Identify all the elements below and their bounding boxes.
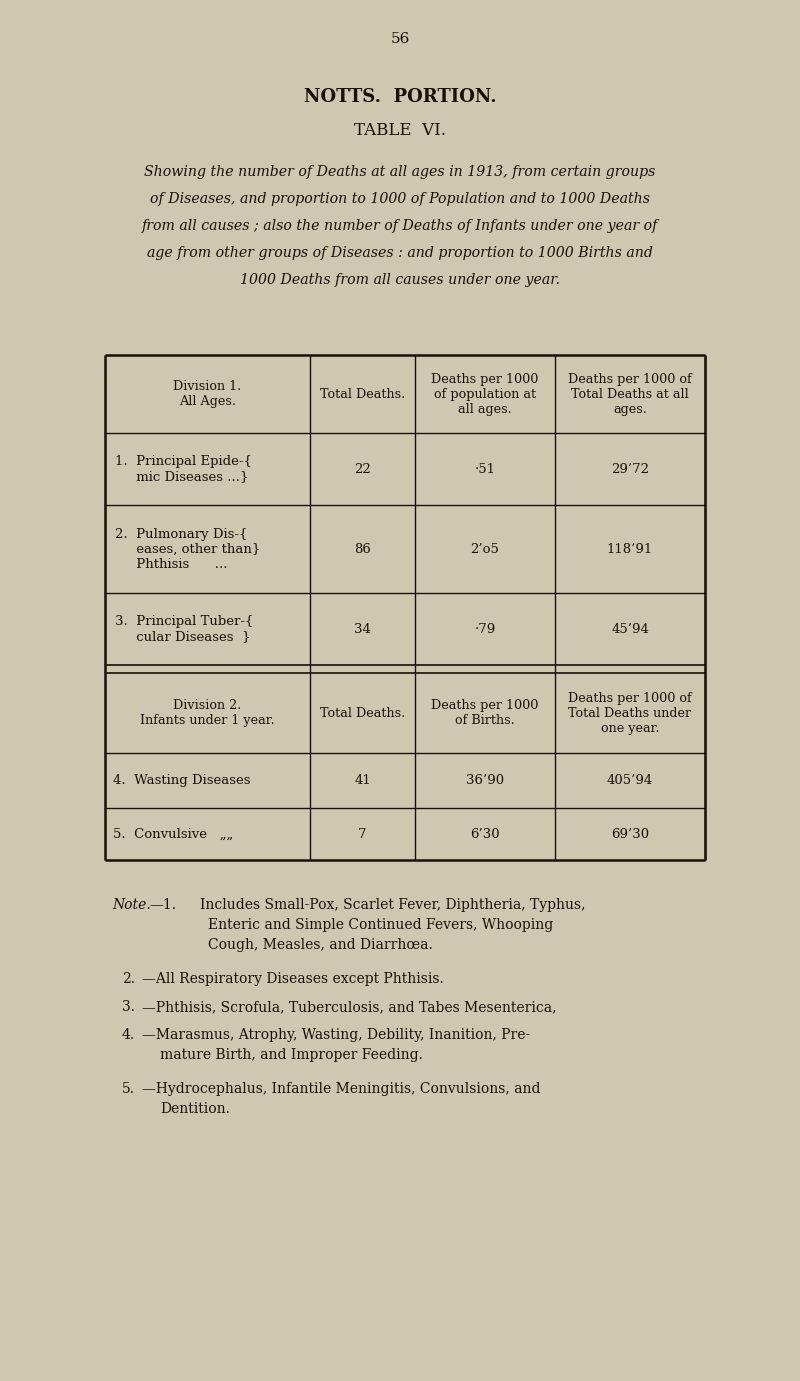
Text: Cough, Measles, and Diarrhœa.: Cough, Measles, and Diarrhœa. bbox=[208, 938, 433, 952]
Text: Includes Small-Pox, Scarlet Fever, Diphtheria, Typhus,: Includes Small-Pox, Scarlet Fever, Dipht… bbox=[200, 898, 586, 911]
Text: 5.: 5. bbox=[122, 1081, 135, 1097]
Text: Deaths per 1000 of
Total Deaths at all
ages.: Deaths per 1000 of Total Deaths at all a… bbox=[568, 373, 692, 416]
Text: 5.  Convulsive   „„: 5. Convulsive „„ bbox=[113, 827, 234, 841]
Text: 22: 22 bbox=[354, 463, 371, 475]
Text: 45’94: 45’94 bbox=[611, 623, 649, 635]
Text: Enteric and Simple Continued Fevers, Whooping: Enteric and Simple Continued Fevers, Who… bbox=[208, 918, 554, 932]
Text: 118’91: 118’91 bbox=[607, 543, 653, 555]
Text: —All Respiratory Diseases except Phthisis.: —All Respiratory Diseases except Phthisi… bbox=[142, 972, 444, 986]
Text: —1.: —1. bbox=[149, 898, 176, 911]
Text: 2.: 2. bbox=[122, 972, 135, 986]
Text: Deaths per 1000 of
Total Deaths under
one year.: Deaths per 1000 of Total Deaths under on… bbox=[568, 692, 692, 735]
Text: Deaths per 1000
of population at
all ages.: Deaths per 1000 of population at all age… bbox=[431, 373, 538, 416]
Text: 3.  Principal Tuber-{
     cular Diseases  }: 3. Principal Tuber-{ cular Diseases } bbox=[115, 615, 254, 644]
Text: 7: 7 bbox=[358, 827, 366, 841]
Text: 4.  Wasting Diseases: 4. Wasting Diseases bbox=[113, 773, 250, 787]
Text: Division 1.
All Ages.: Division 1. All Ages. bbox=[174, 380, 242, 407]
Text: 3.: 3. bbox=[122, 1000, 135, 1014]
Text: 29’72: 29’72 bbox=[611, 463, 649, 475]
Text: 36’90: 36’90 bbox=[466, 773, 504, 787]
Text: Total Deaths.: Total Deaths. bbox=[320, 388, 405, 400]
Text: Division 2.
Infants under 1 year.: Division 2. Infants under 1 year. bbox=[140, 699, 275, 726]
Text: Note.: Note. bbox=[112, 898, 150, 911]
Text: 405’94: 405’94 bbox=[607, 773, 653, 787]
Text: 1000 Deaths from all causes under one year.: 1000 Deaths from all causes under one ye… bbox=[240, 273, 560, 287]
Text: 56: 56 bbox=[390, 32, 410, 46]
Text: 86: 86 bbox=[354, 543, 371, 555]
Text: 41: 41 bbox=[354, 773, 371, 787]
Text: age from other groups of Diseases : and proportion to 1000 Births and: age from other groups of Diseases : and … bbox=[147, 246, 653, 260]
Text: 6’30: 6’30 bbox=[470, 827, 500, 841]
Text: TABLE  VI.: TABLE VI. bbox=[354, 122, 446, 139]
Text: ·79: ·79 bbox=[474, 623, 496, 635]
Text: Deaths per 1000
of Births.: Deaths per 1000 of Births. bbox=[431, 699, 538, 726]
Text: 69’30: 69’30 bbox=[611, 827, 649, 841]
Text: 2’o5: 2’o5 bbox=[470, 543, 499, 555]
Text: mature Birth, and Improper Feeding.: mature Birth, and Improper Feeding. bbox=[160, 1048, 423, 1062]
Text: 34: 34 bbox=[354, 623, 371, 635]
Text: —Hydrocephalus, Infantile Meningitis, Convulsions, and: —Hydrocephalus, Infantile Meningitis, Co… bbox=[142, 1081, 541, 1097]
Text: 4.: 4. bbox=[122, 1027, 135, 1043]
Text: Total Deaths.: Total Deaths. bbox=[320, 707, 405, 720]
Text: 2.  Pulmonary Dis-{
     eases, other than}
     Phthisis      ...: 2. Pulmonary Dis-{ eases, other than} Ph… bbox=[115, 528, 260, 570]
Text: ·51: ·51 bbox=[474, 463, 495, 475]
Text: Showing the number of Deaths at all ages in 1913, from certain groups: Showing the number of Deaths at all ages… bbox=[144, 164, 656, 180]
Text: NOTTS.  PORTION.: NOTTS. PORTION. bbox=[304, 88, 496, 106]
Text: of Diseases, and proportion to 1000 of Population and to 1000 Deaths: of Diseases, and proportion to 1000 of P… bbox=[150, 192, 650, 206]
Text: 1.  Principal Epide-{
     mic Diseases ...}: 1. Principal Epide-{ mic Diseases ...} bbox=[115, 454, 252, 483]
Text: from all causes ; also the number of Deaths of Infants under one year of: from all causes ; also the number of Dea… bbox=[142, 220, 658, 233]
Text: Dentition.: Dentition. bbox=[160, 1102, 230, 1116]
Text: —Phthisis, Scrofula, Tuberculosis, and Tabes Mesenterica,: —Phthisis, Scrofula, Tuberculosis, and T… bbox=[142, 1000, 557, 1014]
Text: —Marasmus, Atrophy, Wasting, Debility, Inanition, Pre-: —Marasmus, Atrophy, Wasting, Debility, I… bbox=[142, 1027, 530, 1043]
